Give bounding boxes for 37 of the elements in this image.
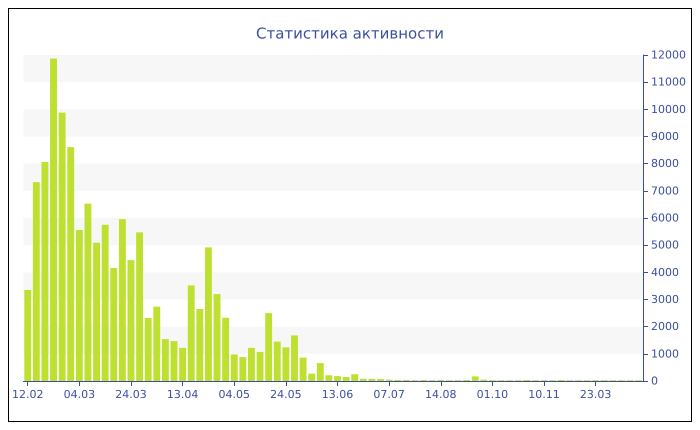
bar [351, 374, 358, 381]
x-tick-label: 13.06 [322, 388, 354, 401]
x-tick-label: 23.03 [580, 388, 612, 401]
y-tick-label: 0 [651, 374, 658, 388]
y-tick-label: 8000 [651, 157, 679, 170]
bar [472, 376, 479, 381]
x-tick-label: 12.02 [12, 388, 44, 401]
bar [230, 354, 238, 381]
x-tick-label: 04.03 [64, 388, 96, 401]
x-tick-label: 14.08 [425, 388, 457, 401]
bar [24, 290, 32, 381]
x-tick-label: 07.07 [373, 388, 405, 401]
x-tick-label: 24.03 [115, 388, 147, 401]
x-tick-label: 01.10 [476, 388, 508, 401]
y-tick-label: 2000 [651, 320, 679, 334]
x-tick-label: 24.05 [270, 388, 302, 401]
bar [308, 374, 316, 381]
y-tick-label: 9000 [651, 130, 679, 143]
x-tick-label: 13.04 [166, 388, 198, 401]
bar [274, 342, 281, 381]
bar [188, 285, 195, 381]
y-tick-label: 5000 [651, 238, 679, 252]
y-tick-label: 11000 [651, 76, 686, 89]
bar [67, 147, 74, 381]
y-tick-label: 7000 [651, 184, 679, 198]
y-tick-label: 3000 [651, 293, 679, 306]
bar [153, 306, 160, 381]
bar [110, 268, 118, 381]
y-tick-label: 4000 [651, 266, 679, 279]
x-tick-label: 04.05 [218, 388, 250, 401]
y-tick-label: 6000 [651, 212, 679, 224]
y-tick-label: 10000 [651, 102, 686, 116]
y-tick-label: 1000 [651, 347, 679, 360]
bar [316, 363, 324, 381]
chart-title: Статистика активности [256, 24, 444, 42]
y-tick-label: 12000 [651, 48, 686, 62]
x-tick-label: 10.11 [528, 388, 560, 401]
